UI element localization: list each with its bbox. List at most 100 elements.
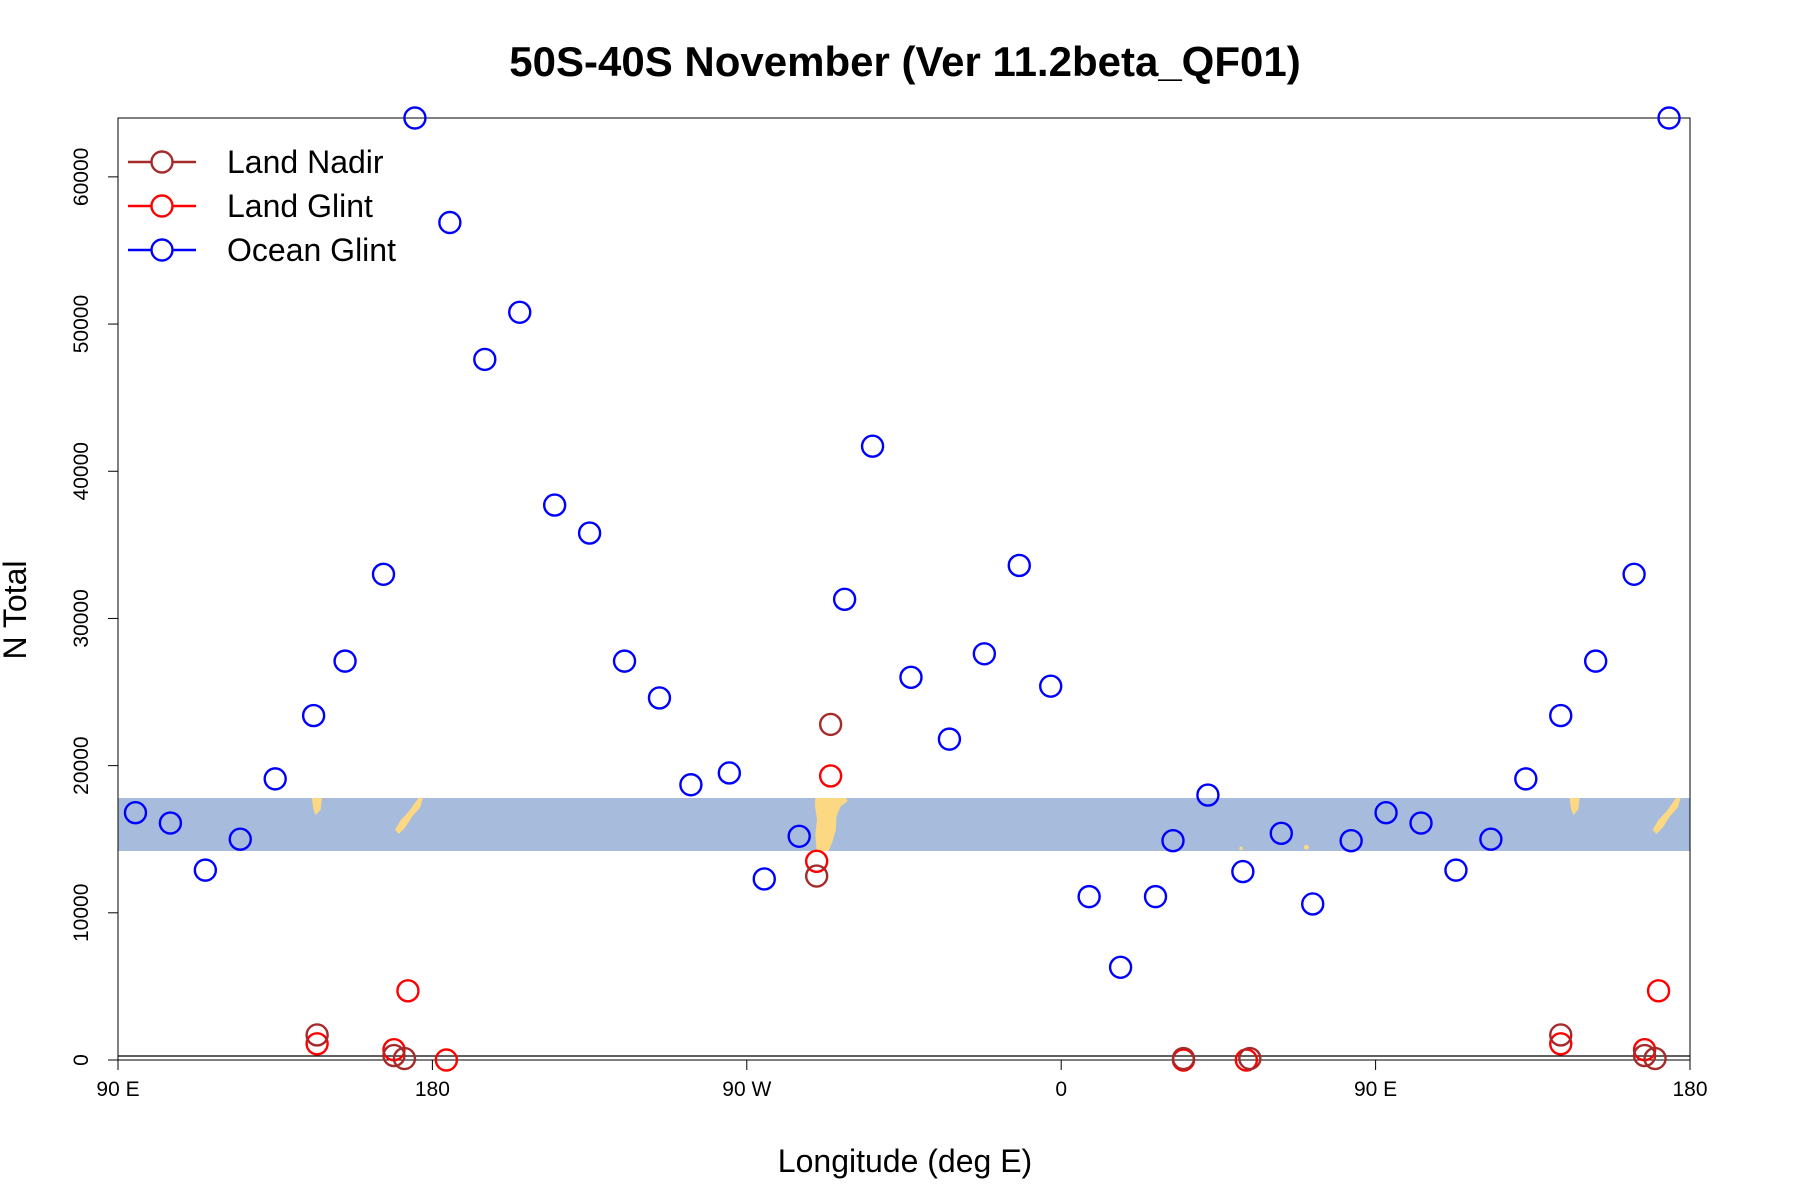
data-point: [717, 761, 742, 785]
data-point: [1622, 562, 1646, 586]
data-point: [1039, 674, 1063, 698]
land-crozet: [1239, 846, 1243, 851]
series-land-nadir: [305, 712, 1667, 1071]
y-tick-label: 0: [70, 1054, 93, 1066]
data-points: [123, 106, 1681, 1072]
x-tick-label: 180: [1672, 1078, 1707, 1101]
data-point: [1549, 1032, 1573, 1056]
data-point: [1108, 955, 1133, 979]
x-axis-label: Longitude (deg E): [778, 1143, 1032, 1179]
data-point: [508, 300, 532, 324]
data-point: [473, 347, 497, 372]
data-point: [818, 764, 843, 788]
data-point: [333, 649, 357, 673]
data-point: [647, 686, 672, 710]
data-point: [158, 811, 183, 835]
data-point: [1374, 801, 1398, 825]
data-point: [679, 773, 703, 797]
y-tick-label: 10000: [70, 884, 93, 942]
data-point: [542, 493, 567, 517]
legend-marker: [150, 238, 174, 262]
data-point: [972, 642, 997, 666]
data-point: [403, 106, 427, 130]
data-point: [382, 1043, 406, 1068]
data-point: [396, 979, 420, 1003]
legend-label: Land Glint: [227, 188, 373, 224]
y-tick-label: 40000: [70, 442, 93, 500]
data-point: [818, 712, 843, 737]
land-new-zealand-left: [395, 798, 423, 835]
legend-marker: [150, 150, 174, 174]
data-point: [438, 210, 462, 235]
data-point: [1161, 828, 1185, 853]
data-point: [1646, 979, 1671, 1003]
y-tick-label: 60000: [70, 148, 93, 206]
y-axis-label: N Total: [0, 560, 33, 659]
data-point: [899, 665, 923, 690]
data-point: [1231, 859, 1255, 884]
series-ocean-glint: [123, 106, 1681, 979]
chart-title: 50S-40S November (Ver 11.2beta_QF01): [509, 38, 1300, 85]
data-point: [301, 703, 326, 728]
data-point: [752, 867, 776, 891]
data-point: [577, 521, 602, 545]
data-point: [371, 562, 396, 586]
data-point: [860, 434, 885, 458]
data-point: [1269, 821, 1293, 846]
legend-label: Ocean Glint: [227, 232, 396, 268]
data-point: [1301, 892, 1325, 916]
legend-label: Land Nadir: [227, 144, 384, 180]
data-point: [804, 864, 829, 888]
land-new-zealand-right: [1652, 798, 1681, 835]
data-point: [1077, 884, 1101, 909]
data-point: [1657, 106, 1681, 130]
data-point: [1339, 828, 1363, 853]
land-tasmania-right: [1569, 798, 1580, 815]
x-tick-label: 90 E: [96, 1078, 139, 1101]
data-point: [937, 727, 962, 751]
plot-frame: [117, 117, 1691, 1061]
data-point: [1549, 703, 1573, 728]
data-point: [123, 801, 148, 825]
x-tick-label: 0: [1055, 1078, 1067, 1101]
map-inset: [118, 798, 1690, 851]
data-point: [612, 649, 637, 673]
y-tick-label: 20000: [70, 736, 93, 794]
land-south-america: [814, 798, 848, 851]
data-point: [1479, 827, 1503, 851]
data-point: [392, 1046, 417, 1071]
data-point: [1444, 858, 1468, 882]
data-point: [1007, 553, 1031, 578]
x-tick-label: 90 E: [1354, 1078, 1397, 1101]
legend: Land Nadir Land Glint Ocean Glint: [128, 144, 396, 268]
data-point: [1514, 767, 1538, 791]
data-point: [1409, 811, 1433, 835]
data-point: [305, 1023, 329, 1047]
map-ocean-band: [118, 798, 1690, 851]
land-kerguelen: [1303, 844, 1309, 850]
data-point: [1632, 1043, 1657, 1068]
data-point: [1643, 1046, 1667, 1071]
legend-marker: [150, 194, 174, 218]
data-point: [1583, 649, 1608, 673]
data-point: [263, 767, 287, 791]
data-point: [228, 827, 252, 851]
data-point: [1238, 1046, 1262, 1071]
data-point: [832, 587, 857, 612]
data-point: [787, 824, 811, 848]
data-point: [434, 1048, 459, 1072]
data-point: [1549, 1023, 1573, 1047]
land-tasmania-left: [311, 798, 323, 815]
data-point: [193, 858, 218, 882]
y-tick-label: 30000: [70, 589, 93, 647]
axes: 90 E 180 90 W 0 90 E 180010000200003000040000…: [70, 117, 1708, 1101]
y-tick-label: 50000: [70, 295, 93, 353]
data-point: [804, 849, 829, 873]
data-point: [1196, 783, 1220, 807]
x-tick-label: 90 W: [722, 1078, 771, 1101]
data-point: [1143, 884, 1168, 909]
data-point: [1171, 1046, 1196, 1071]
x-tick-label: 180: [415, 1078, 450, 1101]
